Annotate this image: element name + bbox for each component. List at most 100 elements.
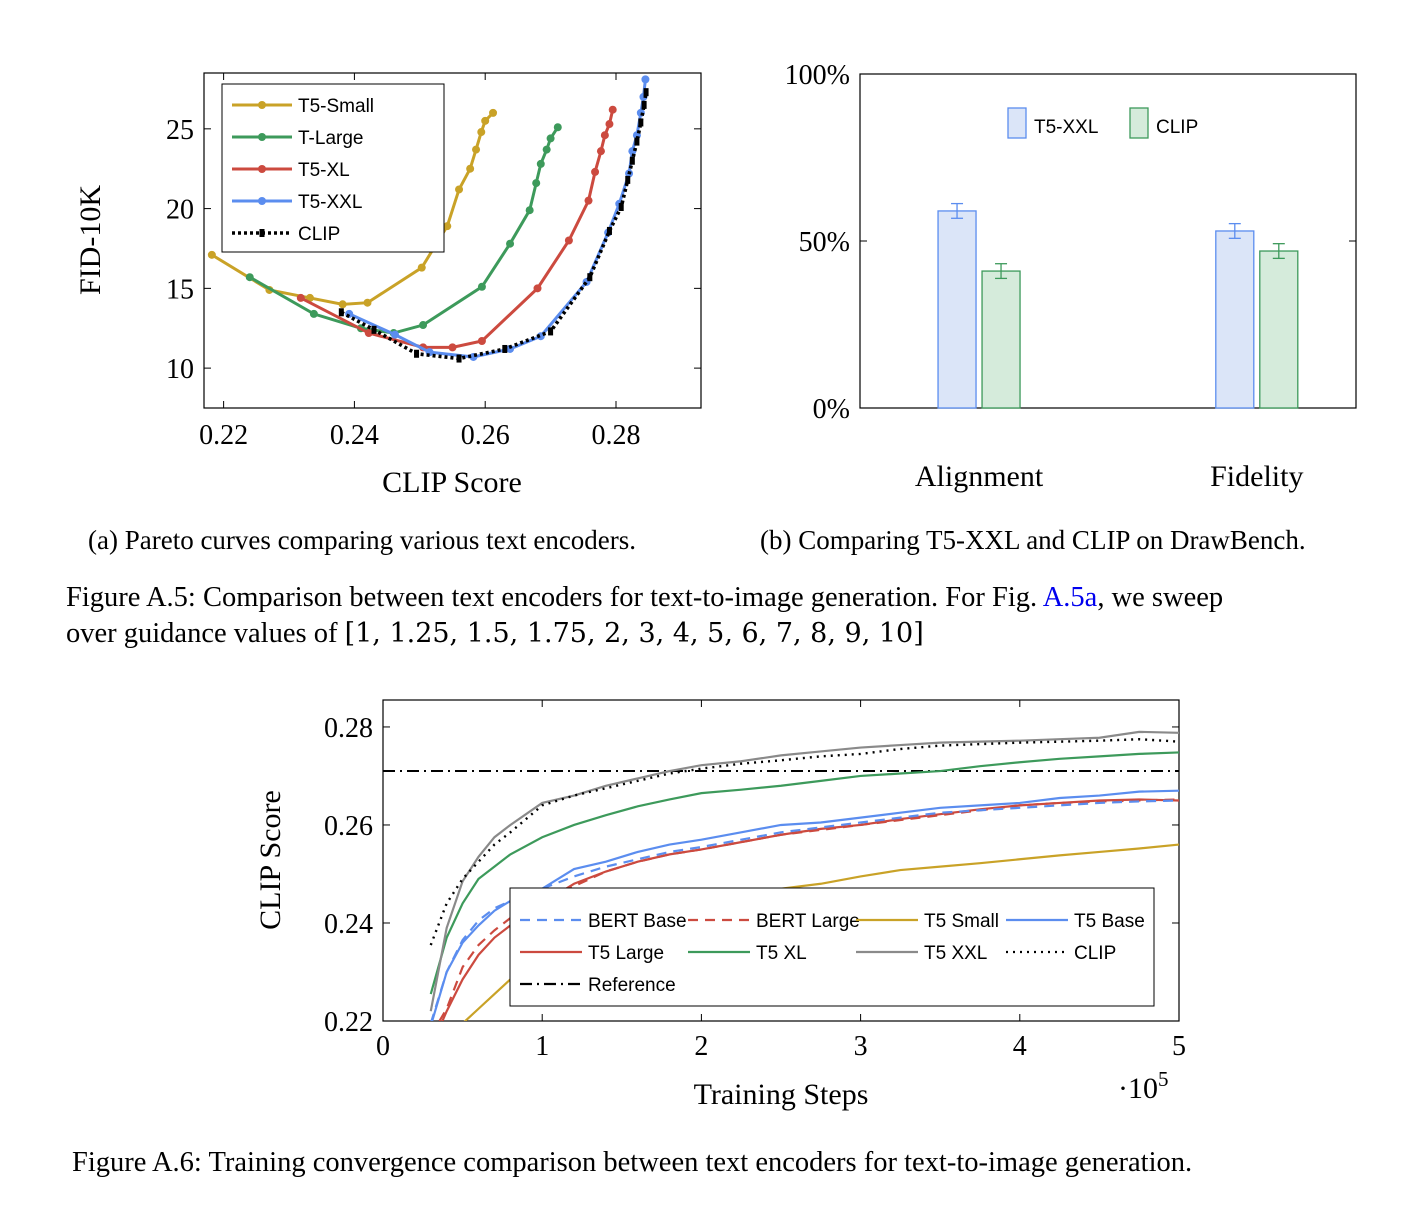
pareto-point bbox=[364, 329, 373, 338]
pareto-y-axis-label: FID-10K bbox=[74, 185, 107, 295]
convergence-x-tick-label: 3 bbox=[854, 1031, 868, 1062]
figure-a5a-link[interactable]: A.5a bbox=[1042, 582, 1098, 613]
bar-y-tick-label: 100% bbox=[785, 60, 850, 91]
pareto-point bbox=[591, 167, 600, 176]
pareto-point bbox=[596, 147, 605, 156]
pareto-point bbox=[641, 75, 650, 84]
pareto-y-tick-label: 25 bbox=[166, 115, 194, 146]
convergence-y-tick-label: 0.28 bbox=[324, 713, 373, 744]
convergence-y-axis-label: CLIP Score bbox=[254, 790, 287, 930]
figure-a5-caption-line2-text: over guidance values of bbox=[66, 618, 338, 649]
pareto-point bbox=[533, 284, 542, 293]
figure-a6-caption: Figure A.6: Training convergence compari… bbox=[72, 1147, 1193, 1178]
convergence-legend-label: T5 Base bbox=[1074, 911, 1145, 932]
pareto-point bbox=[477, 282, 486, 291]
pareto-x-tick-label: 0.22 bbox=[199, 420, 248, 451]
pareto-point bbox=[606, 226, 612, 235]
legend-marker bbox=[258, 101, 266, 109]
pareto-point bbox=[309, 309, 318, 318]
pareto-point bbox=[542, 145, 551, 154]
pareto-point bbox=[608, 105, 617, 114]
pareto-point bbox=[506, 239, 515, 248]
convergence-legend-label: BERT Large bbox=[756, 911, 860, 932]
pareto-point bbox=[305, 293, 314, 302]
pareto-point bbox=[532, 179, 541, 188]
convergence-series-bert-large bbox=[438, 798, 1179, 1021]
caption-a: (a) Pareto curves comparing various text… bbox=[88, 525, 637, 555]
pareto-y-tick-label: 20 bbox=[166, 195, 194, 226]
pareto-point bbox=[643, 88, 649, 97]
convergence-plot-frame bbox=[382, 699, 1180, 1022]
convergence-y-tick-label: 0.26 bbox=[324, 811, 373, 842]
pareto-x-axis-label: CLIP Score bbox=[382, 466, 522, 499]
pareto-point bbox=[489, 108, 498, 117]
caption-b: (b) Comparing T5-XXL and CLIP on DrawBen… bbox=[760, 525, 1306, 555]
pareto-point bbox=[625, 175, 631, 184]
bar-y-tick-label: 0% bbox=[813, 394, 850, 425]
pareto-point bbox=[363, 298, 372, 307]
pareto-point bbox=[553, 123, 562, 132]
bar-legend-swatch bbox=[1007, 107, 1027, 139]
pareto-point bbox=[481, 116, 490, 125]
pareto-point bbox=[548, 327, 554, 336]
pareto-point bbox=[419, 321, 428, 330]
pareto-point bbox=[448, 343, 457, 352]
bar-legend-label: T5-XXL bbox=[1034, 117, 1098, 138]
legend-marker bbox=[258, 165, 266, 173]
pareto-point bbox=[634, 137, 640, 146]
figure-a5-caption-line2: over guidance values of [1, 1.25, 1.5, 1… bbox=[66, 616, 924, 652]
bar-fidelity-t5-xxl bbox=[1215, 230, 1255, 409]
convergence-legend-label: BERT Base bbox=[588, 911, 687, 932]
pareto-point bbox=[584, 196, 593, 205]
pareto-legend-label: CLIP bbox=[298, 224, 340, 245]
pareto-point bbox=[564, 236, 573, 245]
pareto-point bbox=[600, 131, 609, 140]
convergence-chart: 0 1 2 3 4 5 0.22 0.24 0.26 0.28 BERT Base BERT Lar… bbox=[254, 699, 1186, 1111]
pareto-chart: 0.22 0.24 0.26 0.28 10 15 20 25 T5-Small T-Large… bbox=[74, 72, 702, 499]
pareto-point bbox=[207, 250, 216, 259]
convergence-y-tick-label: 0.24 bbox=[324, 909, 373, 940]
pareto-x-tick-label: 0.28 bbox=[591, 420, 640, 451]
convergence-x-axis-label: Training Steps bbox=[694, 1078, 869, 1111]
convergence-legend: BERT Base BERT Large T5 Small T5 Base T5 Lar… bbox=[509, 887, 1155, 1007]
pareto-point bbox=[477, 128, 486, 137]
drawbench-bar-chart: 0% 50% 100% T5-XXL CLIP Alignment Fidelity bbox=[785, 60, 1357, 493]
convergence-series-t5-xl bbox=[429, 751, 1179, 995]
pareto-point bbox=[629, 156, 635, 165]
convergence-x-tick-label: 5 bbox=[1172, 1031, 1186, 1062]
convergence-series-t5-large bbox=[441, 798, 1179, 1021]
pareto-point bbox=[455, 185, 464, 194]
figure-a5-caption-suffix: , we sweep bbox=[1097, 582, 1224, 613]
convergence-x-multiplier: ·105 bbox=[1118, 1067, 1169, 1105]
convergence-legend-label: CLIP bbox=[1074, 943, 1116, 964]
convergence-legend-label: T5 Large bbox=[588, 943, 664, 964]
pareto-legend-label: T5-XL bbox=[298, 160, 350, 181]
figure-a5-caption-text: Figure A.5: Comparison between text enco… bbox=[66, 582, 1038, 613]
pareto-legend-label: T5-XXL bbox=[298, 192, 362, 213]
pareto-point bbox=[618, 203, 624, 211]
pareto-x-tick-label: 0.24 bbox=[330, 420, 379, 451]
convergence-x-tick-label: 1 bbox=[535, 1031, 549, 1062]
pareto-point bbox=[536, 159, 545, 168]
convergence-legend-label: T5 Small bbox=[924, 911, 999, 932]
legend-marker bbox=[259, 229, 265, 237]
pareto-point bbox=[296, 293, 305, 302]
pareto-point bbox=[605, 120, 614, 129]
bar-legend: T5-XXL CLIP bbox=[1007, 107, 1198, 139]
bar-category-label: Fidelity bbox=[1210, 460, 1303, 493]
pareto-point bbox=[477, 337, 486, 345]
convergence-x-tick-label: 4 bbox=[1013, 1031, 1027, 1062]
convergence-legend-label: T5 XL bbox=[756, 943, 807, 964]
pareto-point bbox=[443, 222, 452, 231]
pareto-point bbox=[502, 344, 508, 353]
bar-category-label: Alignment bbox=[915, 460, 1044, 493]
pareto-legend-label: T-Large bbox=[298, 128, 363, 149]
pareto-legend: T5-Small T-Large T5-XL T5-XXL CLIP bbox=[221, 83, 445, 253]
convergence-y-tick-label: 0.22 bbox=[324, 1007, 373, 1038]
pareto-y-tick-label: 15 bbox=[166, 274, 194, 305]
pareto-x-tick-label: 0.26 bbox=[461, 420, 510, 451]
pareto-point bbox=[371, 325, 377, 334]
pareto-point bbox=[417, 263, 426, 272]
pareto-point bbox=[472, 145, 481, 154]
bar-legend-label: CLIP bbox=[1156, 117, 1198, 138]
